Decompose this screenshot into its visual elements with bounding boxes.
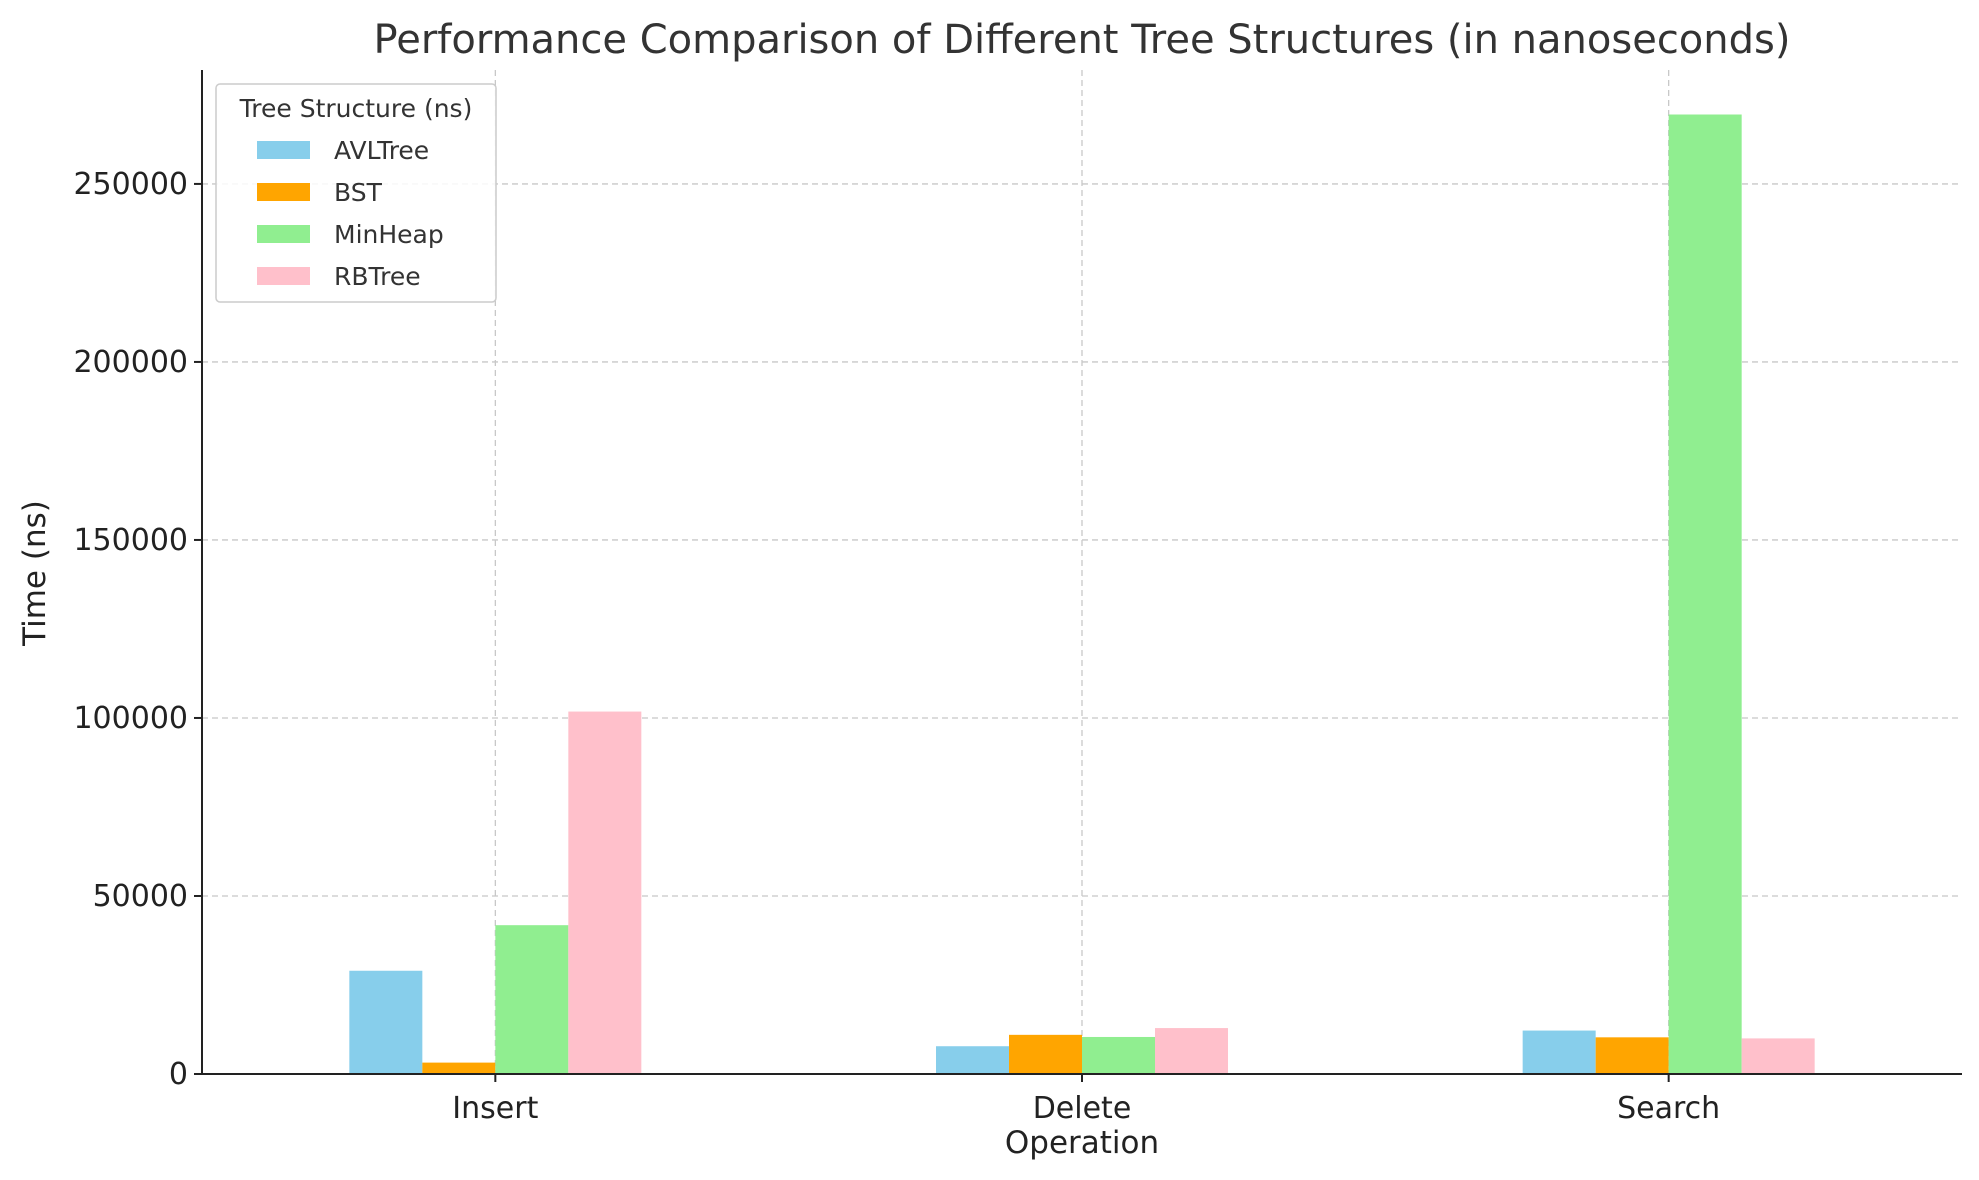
- legend-swatch-minheap: [257, 225, 310, 243]
- bar-layer: [349, 114, 1815, 1075]
- bar-minheap-search: [1668, 114, 1742, 1075]
- bar-bst-search: [1595, 1037, 1669, 1074]
- legend-box: [215, 83, 497, 303]
- bar-minheap-insert: [495, 925, 569, 1074]
- legend-swatch-avltree: [257, 141, 310, 159]
- y-tick-label: 250000: [73, 167, 188, 202]
- x-tick-label-search: Search: [1617, 1091, 1720, 1126]
- legend-label-rbtree: RBTree: [334, 262, 421, 291]
- bar-bst-insert: [422, 1062, 496, 1074]
- legend-label-bst: BST: [334, 178, 383, 207]
- bar-rbtree-search: [1741, 1038, 1815, 1074]
- legend-label-minheap: MinHeap: [334, 220, 444, 249]
- legend-title: Tree Structure (ns): [239, 94, 473, 123]
- y-tick-label: 200000: [73, 345, 188, 380]
- chart-title: Performance Comparison of Different Tree…: [374, 17, 1791, 63]
- legend-label-avltree: AVLTree: [334, 136, 429, 165]
- axis-layer: 0 50000 100000 150000 200000 250000 Insert Dele…: [73, 70, 1962, 1126]
- bar-avltree-delete: [936, 1046, 1009, 1074]
- x-tick-label-delete: Delete: [1033, 1091, 1132, 1126]
- x-tick-label-insert: Insert: [452, 1091, 538, 1126]
- legend-swatch-rbtree: [257, 267, 310, 285]
- bar-rbtree-insert: [568, 711, 642, 1074]
- bar-avltree-search: [1522, 1030, 1596, 1074]
- y-tick-label: 100000: [73, 701, 188, 736]
- bar-rbtree-delete: [1155, 1028, 1228, 1074]
- y-axis-label: Time (ns): [17, 500, 53, 647]
- bar-minheap-delete: [1082, 1036, 1155, 1074]
- bar-avltree-insert: [349, 970, 423, 1074]
- legend-swatch-bst: [257, 183, 310, 201]
- y-tick-label: 150000: [73, 523, 188, 558]
- bar-bst-delete: [1009, 1034, 1082, 1074]
- legend: Tree Structure (ns) AVLTree BST MinHeap RBT…: [215, 83, 497, 303]
- y-tick-label: 0: [169, 1057, 188, 1092]
- x-axis-label: Operation: [1005, 1125, 1159, 1161]
- y-tick-label: 50000: [93, 879, 188, 914]
